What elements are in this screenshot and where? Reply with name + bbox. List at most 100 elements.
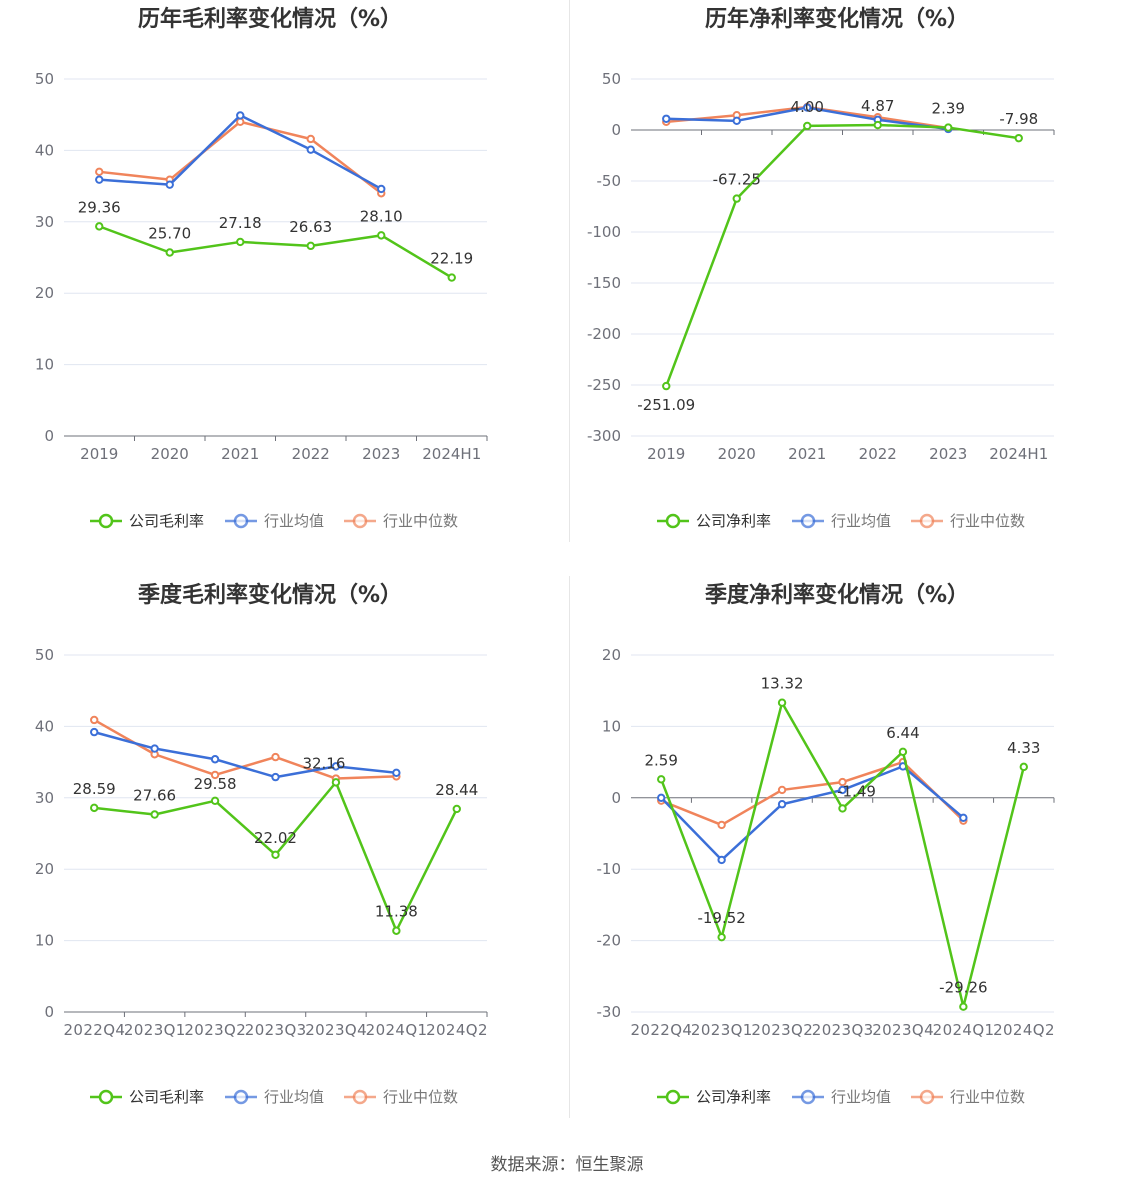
legend-label[interactable]: 行业均值 [831, 512, 891, 530]
legend-marker[interactable] [919, 513, 935, 529]
data-point[interactable] [959, 1002, 968, 1011]
data-point[interactable] [95, 175, 104, 184]
y-tick-label: 30 [35, 789, 54, 807]
data-point[interactable] [717, 820, 726, 830]
legend-marker[interactable] [98, 1089, 114, 1105]
legend-label[interactable]: 公司毛利率 [129, 512, 204, 530]
y-tick-label: 0 [611, 121, 621, 139]
data-point[interactable] [717, 932, 726, 942]
data-point[interactable] [95, 222, 104, 231]
chart-title: 历年毛利率变化情况（%） [138, 6, 402, 32]
data-point[interactable] [306, 134, 315, 144]
data-point[interactable] [657, 775, 666, 784]
data-point[interactable] [90, 727, 99, 737]
data-point[interactable] [662, 114, 671, 123]
data-label: 28.59 [73, 780, 116, 798]
x-tick-label: 2023Q1 [691, 1021, 752, 1039]
x-tick-label: 2023Q2 [184, 1021, 245, 1039]
data-point[interactable] [210, 770, 220, 780]
legend-label[interactable]: 行业中位数 [950, 1088, 1025, 1106]
chart-title: 季度净利率变化情况（%） [705, 582, 969, 608]
legend-label[interactable]: 行业中位数 [383, 1088, 458, 1106]
data-point[interactable] [732, 194, 741, 203]
data-point[interactable] [447, 273, 456, 282]
data-point[interactable] [392, 926, 401, 935]
data-point[interactable] [959, 813, 968, 822]
data-point[interactable] [777, 785, 787, 795]
y-tick-label: 40 [35, 717, 54, 735]
data-point[interactable] [165, 180, 174, 189]
data-point[interactable] [271, 752, 280, 762]
data-point[interactable] [1014, 133, 1023, 143]
data-point[interactable] [838, 804, 847, 813]
data-point[interactable] [210, 755, 220, 764]
chart-title: 季度毛利率变化情况（%） [138, 582, 402, 608]
series-line [93, 718, 397, 780]
y-tick-label: 20 [35, 284, 54, 302]
data-point[interactable] [95, 167, 104, 177]
data-point[interactable] [777, 698, 787, 707]
data-point[interactable] [1019, 762, 1028, 772]
x-tick-label: 2022Q4 [631, 1021, 692, 1039]
legend-marker[interactable] [800, 513, 816, 529]
x-tick-label: 2020 [151, 445, 189, 463]
data-point[interactable] [236, 111, 245, 120]
legend-marker[interactable] [233, 1089, 249, 1105]
data-point[interactable] [331, 762, 341, 771]
legend-label[interactable]: 行业均值 [264, 512, 324, 530]
data-point[interactable] [150, 744, 159, 753]
data-point[interactable] [306, 241, 315, 251]
legend-marker[interactable] [233, 513, 249, 529]
data-point[interactable] [732, 116, 741, 126]
legend-marker[interactable] [352, 513, 368, 529]
x-tick-label: 2019 [647, 445, 685, 463]
data-point[interactable] [838, 785, 847, 795]
data-point[interactable] [898, 747, 908, 757]
chart-svg: 历年净利率变化情况（%） -300 -250 -200 -150 -100 -50 0 50 20… [587, 6, 1055, 530]
x-tick-label: 2024Q2 [993, 1021, 1054, 1039]
data-point[interactable] [377, 184, 386, 194]
data-point[interactable] [331, 778, 341, 787]
data-point[interactable] [271, 850, 280, 859]
legend-marker[interactable] [352, 1089, 368, 1105]
data-point[interactable] [306, 145, 315, 154]
data-point[interactable] [803, 103, 812, 112]
data-point[interactable] [838, 777, 847, 787]
data-point[interactable] [873, 120, 882, 130]
legend-label[interactable]: 行业中位数 [383, 512, 458, 530]
legend-marker[interactable] [98, 513, 114, 529]
data-point[interactable] [271, 772, 280, 782]
data-point[interactable] [944, 123, 953, 132]
data-point[interactable] [803, 121, 812, 131]
legend-label[interactable]: 公司毛利率 [129, 1088, 204, 1106]
y-tick-label: -20 [597, 932, 622, 950]
data-label: 2.59 [645, 751, 678, 769]
legend-label[interactable]: 行业均值 [831, 1088, 891, 1106]
data-source-note: 数据来源：恒生聚源 [490, 1155, 644, 1175]
data-point[interactable] [777, 800, 787, 809]
data-point[interactable] [150, 810, 159, 819]
data-point[interactable] [165, 248, 174, 257]
data-point[interactable] [392, 768, 401, 778]
series-line [660, 760, 965, 827]
legend-marker[interactable] [919, 1089, 935, 1105]
data-point[interactable] [657, 793, 666, 803]
x-tick-label: 2024H1 [989, 445, 1048, 463]
legend-marker[interactable] [665, 1089, 681, 1105]
data-point[interactable] [90, 803, 99, 813]
data-point[interactable] [717, 855, 726, 865]
chart-annual-net-margin: 历年净利率变化情况（%） -300 -250 -200 -150 -100 -50 0 50 20… [567, 0, 1134, 576]
legend-label[interactable]: 行业中位数 [950, 512, 1025, 530]
data-point[interactable] [377, 231, 386, 240]
data-point[interactable] [662, 381, 671, 391]
data-point[interactable] [90, 715, 99, 725]
legend-label[interactable]: 公司净利率 [696, 512, 771, 530]
legend-label[interactable]: 公司净利率 [696, 1088, 771, 1106]
legend-marker[interactable] [800, 1089, 816, 1105]
data-point[interactable] [236, 237, 245, 247]
data-point[interactable] [210, 796, 220, 805]
legend-label[interactable]: 行业均值 [264, 1088, 324, 1106]
data-point[interactable] [452, 804, 461, 814]
legend-marker[interactable] [665, 513, 681, 529]
